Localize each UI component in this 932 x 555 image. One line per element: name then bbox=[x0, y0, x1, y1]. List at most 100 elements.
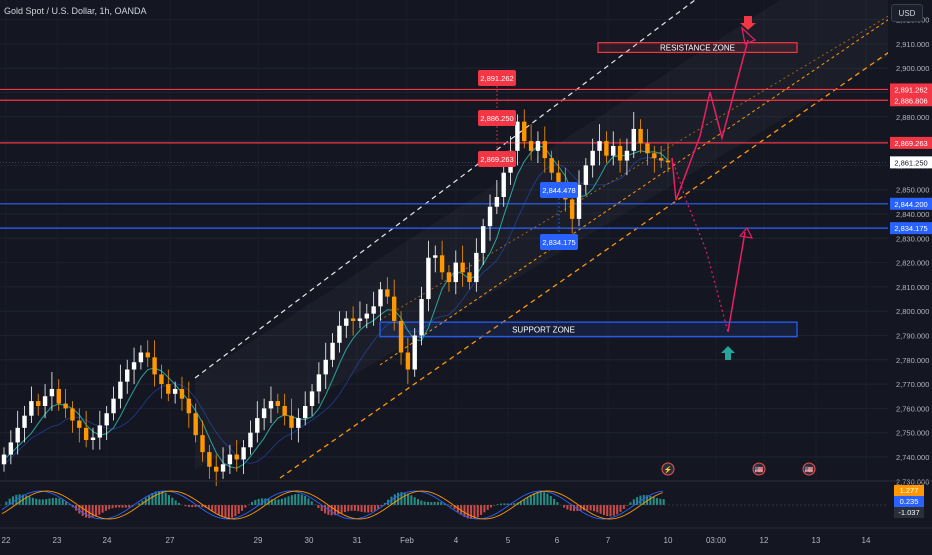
price-tick-label: 2,800.000 bbox=[896, 307, 929, 316]
histogram-bar bbox=[301, 495, 303, 505]
histogram-bar bbox=[483, 505, 485, 512]
histogram-bar bbox=[417, 499, 419, 505]
candle-body bbox=[303, 406, 307, 418]
histogram-bar bbox=[629, 502, 631, 505]
candle-body bbox=[344, 318, 348, 325]
histogram-bar bbox=[234, 505, 236, 516]
histogram-bar bbox=[437, 502, 439, 505]
candle-body bbox=[91, 438, 95, 440]
currency-button[interactable]: USD bbox=[891, 4, 923, 22]
histogram-bar bbox=[224, 505, 226, 518]
candle-body bbox=[173, 389, 177, 394]
chart-title: Gold Spot / U.S. Dollar, 1h, OANDA bbox=[4, 6, 147, 16]
histogram-bar bbox=[537, 492, 539, 505]
histogram-bar bbox=[337, 505, 339, 514]
candle-body bbox=[235, 455, 239, 460]
candle-body bbox=[536, 141, 540, 151]
histogram-bar bbox=[659, 499, 661, 505]
histogram-bar bbox=[95, 505, 97, 517]
histogram-bar bbox=[128, 505, 130, 507]
time-tick-label: 10 bbox=[664, 536, 673, 545]
candle-body bbox=[269, 401, 273, 408]
annotation-text: 2,891.262 bbox=[480, 74, 513, 83]
price-tag-text: 2,844.200 bbox=[894, 200, 927, 209]
time-tick-label: 7 bbox=[606, 536, 611, 545]
time-tick-label: 29 bbox=[254, 536, 263, 545]
histogram-bar bbox=[218, 505, 220, 515]
candle-body bbox=[618, 146, 622, 161]
time-tick-label: 14 bbox=[862, 536, 871, 545]
candle-body bbox=[132, 362, 136, 369]
histogram-bar bbox=[254, 500, 256, 505]
price-tick-label: 2,780.000 bbox=[896, 356, 929, 365]
candle-body bbox=[454, 263, 458, 282]
candle-body bbox=[632, 129, 636, 151]
candle-body bbox=[502, 173, 506, 197]
candle-body bbox=[152, 357, 156, 374]
us-flag-icon: 🇺🇸 bbox=[755, 466, 764, 474]
candle-body bbox=[522, 122, 526, 141]
histogram-bar bbox=[42, 499, 44, 505]
histogram-bar bbox=[606, 505, 608, 516]
time-tick-label: 4 bbox=[454, 536, 459, 545]
price-tick-label: 2,760.000 bbox=[896, 404, 929, 413]
histogram-bar bbox=[347, 505, 349, 511]
price-tick-label: 2,830.000 bbox=[896, 234, 929, 243]
candle-body bbox=[488, 207, 492, 226]
histogram-bar bbox=[586, 505, 588, 510]
histogram-bar bbox=[211, 505, 213, 511]
candle-body bbox=[29, 401, 33, 416]
histogram-bar bbox=[434, 502, 436, 505]
histogram-bar bbox=[566, 505, 568, 510]
candle-body bbox=[543, 141, 547, 158]
candle-body bbox=[351, 318, 355, 320]
annotation-text: 2,844.478 bbox=[542, 186, 575, 195]
histogram-bar bbox=[264, 499, 266, 505]
histogram-bar bbox=[414, 497, 416, 505]
candle-body bbox=[22, 416, 26, 428]
candle-body bbox=[221, 464, 225, 471]
us-flag-icon: 🇺🇸 bbox=[805, 466, 814, 474]
histogram-bar bbox=[29, 497, 31, 505]
candle-body bbox=[371, 306, 375, 313]
histogram-bar bbox=[244, 505, 246, 508]
histogram-bar bbox=[371, 505, 373, 512]
histogram-bar bbox=[430, 502, 432, 505]
histogram-bar bbox=[5, 502, 7, 505]
candle-body bbox=[358, 318, 362, 320]
histogram-bar bbox=[550, 496, 552, 505]
histogram-bar bbox=[649, 496, 651, 505]
histogram-bar bbox=[115, 505, 117, 508]
histogram-bar bbox=[175, 500, 177, 505]
histogram-bar bbox=[653, 497, 655, 505]
candle-body bbox=[413, 336, 417, 370]
candle-body bbox=[139, 353, 143, 363]
histogram-bar bbox=[238, 505, 240, 514]
histogram-bar bbox=[351, 505, 353, 511]
candle-body bbox=[378, 289, 382, 306]
histogram-bar bbox=[626, 505, 628, 506]
histogram-bar bbox=[105, 505, 107, 511]
histogram-bar bbox=[214, 505, 216, 513]
price-tick-label: 2,880.000 bbox=[896, 113, 929, 122]
candle-body bbox=[645, 144, 649, 154]
histogram-bar bbox=[354, 505, 356, 511]
histogram-bar bbox=[663, 499, 665, 505]
candle-body bbox=[481, 226, 485, 253]
histogram-bar bbox=[12, 496, 14, 505]
candle-body bbox=[604, 141, 608, 156]
histogram-bar bbox=[467, 505, 469, 518]
candle-body bbox=[666, 161, 670, 163]
price-axis-background bbox=[888, 0, 932, 550]
histogram-bar bbox=[563, 505, 565, 508]
histogram-bar bbox=[291, 495, 293, 505]
histogram-bar bbox=[513, 503, 515, 505]
candle-body bbox=[57, 389, 61, 404]
candle-body bbox=[440, 255, 444, 272]
histogram-bar bbox=[168, 495, 170, 505]
price-tick-label: 2,770.000 bbox=[896, 380, 929, 389]
price-tick-label: 2,820.000 bbox=[896, 259, 929, 268]
time-tick-label: 31 bbox=[353, 536, 362, 545]
